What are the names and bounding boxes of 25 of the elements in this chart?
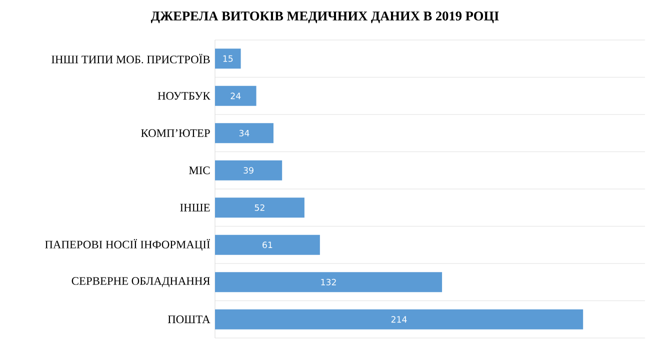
data-label: 52 — [254, 204, 264, 211]
y-tick-label: СЕРВЕРНЕ ОБЛАДНАННЯ — [72, 277, 210, 288]
bar — [215, 309, 584, 330]
bar — [215, 234, 320, 255]
data-label: 15 — [223, 55, 233, 62]
data-label: 39 — [244, 167, 254, 174]
bar — [215, 123, 274, 144]
bar — [215, 160, 282, 180]
data-label: 24 — [230, 92, 241, 100]
bar — [215, 48, 241, 69]
chart-title: ДЖЕРЕЛА ВИТОКІВ МЕДИЧНИХ ДАНИХ В 2019 РОЦІ — [150, 12, 499, 24]
y-tick-label: МІС — [189, 166, 210, 174]
data-label: 214 — [391, 316, 407, 323]
data-label: 61 — [262, 242, 272, 248]
data-label: 34 — [239, 130, 250, 136]
y-tick-label: ПОШТА — [168, 316, 210, 324]
data-label: 132 — [321, 278, 336, 286]
bar — [215, 86, 256, 106]
y-tick-label: ІНШІ ТИПИ МОБ. ПРИСТРОЇВ — [52, 54, 210, 64]
y-tick-label: ПАПЕРОВІ НОСІЇ ІНФОРМАЦІЇ — [45, 239, 210, 251]
bar — [215, 198, 304, 218]
bar — [215, 272, 442, 292]
y-tick-label: ІНШЕ — [180, 204, 210, 212]
y-tick-label: КОМП’ЮТЕР — [141, 129, 210, 137]
y-tick-label: НОУТБУК — [158, 92, 210, 100]
